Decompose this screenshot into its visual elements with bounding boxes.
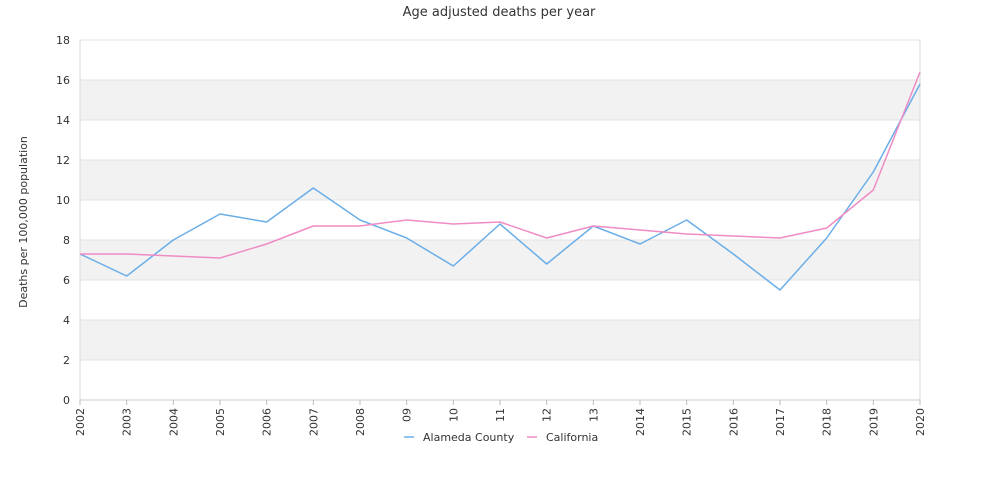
x-tick-label: 2014 <box>634 408 647 436</box>
y-tick-label: 4 <box>63 314 70 327</box>
x-tick-label: 2006 <box>261 408 274 436</box>
y-tick-label: 10 <box>56 194 70 207</box>
x-tick-label: 2016 <box>727 408 740 436</box>
series-lines <box>79 71 921 291</box>
x-tick-label: 2018 <box>821 408 834 436</box>
y-axis-label: Deaths per 100,000 population <box>17 136 30 308</box>
y-tick-label: 16 <box>56 74 70 87</box>
y-tick-label: 0 <box>63 394 70 407</box>
x-tick-label: 2017 <box>774 408 787 436</box>
y-tick-label: 8 <box>63 234 70 247</box>
chart-title: Age adjusted deaths per year <box>403 5 596 20</box>
x-tick-label: 11 <box>494 408 507 422</box>
y-tick-label: 18 <box>56 34 70 47</box>
x-tick-label: 2002 <box>74 408 87 436</box>
legend-label-california: California <box>546 431 598 444</box>
x-tick-label: 13 <box>587 408 600 422</box>
x-tick-label: 12 <box>541 408 554 422</box>
legend: Alameda County California <box>404 431 598 444</box>
y-tick-label: 14 <box>56 114 70 127</box>
x-tick-label: 10 <box>447 408 460 422</box>
y-tick-label: 6 <box>63 274 70 287</box>
x-tick-label: 2008 <box>354 408 367 436</box>
grid-lines <box>80 39 920 401</box>
x-axis-ticks: 2002 2003 2004 2005 2006 2007 2008 09 10 11 12 13 20… <box>74 400 927 436</box>
grid-band <box>80 80 920 120</box>
grid-bands <box>80 80 920 360</box>
x-tick-label: 2019 <box>867 408 880 436</box>
series-line-alameda-county <box>79 83 921 291</box>
y-tick-label: 12 <box>56 154 70 167</box>
x-tick-label: 2005 <box>214 408 227 436</box>
x-tick-label: 2015 <box>681 408 694 436</box>
grid-band <box>80 240 920 280</box>
x-tick-label: 09 <box>401 408 414 422</box>
y-tick-label: 2 <box>63 354 70 367</box>
series-line-california <box>80 71 921 259</box>
x-tick-label: 2020 <box>914 408 927 436</box>
y-axis-ticks: 0 2 4 6 8 10 12 14 16 18 <box>56 34 70 407</box>
grid-band <box>80 320 920 360</box>
x-tick-label: 2003 <box>121 408 134 436</box>
grid-band <box>80 160 920 200</box>
legend-label-alameda-county: Alameda County <box>423 431 515 444</box>
x-tick-label: 2007 <box>307 408 320 436</box>
x-tick-label: 2004 <box>167 408 180 436</box>
